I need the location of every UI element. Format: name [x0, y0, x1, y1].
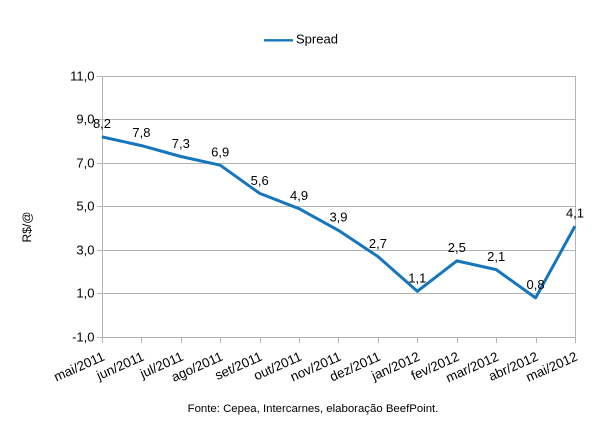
svg-text:2,7: 2,7: [369, 236, 387, 251]
svg-text:7,3: 7,3: [172, 136, 190, 151]
svg-text:1,0: 1,0: [76, 286, 94, 301]
svg-text:3,0: 3,0: [76, 243, 94, 258]
svg-text:1,1: 1,1: [408, 271, 426, 286]
svg-text:11,0: 11,0: [70, 69, 94, 84]
svg-text:9,0: 9,0: [76, 112, 94, 127]
svg-text:-1,0: -1,0: [72, 330, 94, 345]
svg-text:7,8: 7,8: [132, 125, 150, 140]
svg-text:Fonte: Cepea, Intercarnes, ela: Fonte: Cepea, Intercarnes, elaboração Be…: [188, 403, 439, 415]
svg-text:4,9: 4,9: [290, 188, 308, 203]
svg-text:3,9: 3,9: [329, 210, 347, 225]
svg-text:Spread: Spread: [296, 32, 338, 47]
svg-text:5,0: 5,0: [76, 199, 94, 214]
svg-text:4,1: 4,1: [566, 205, 584, 220]
svg-text:0,8: 0,8: [527, 277, 545, 292]
svg-text:5,6: 5,6: [251, 173, 269, 188]
svg-text:8,2: 8,2: [93, 116, 111, 131]
svg-text:2,5: 2,5: [448, 240, 466, 255]
svg-text:6,9: 6,9: [211, 145, 229, 160]
svg-text:R$/@: R$/@: [20, 212, 34, 243]
svg-text:7,0: 7,0: [76, 156, 94, 171]
svg-text:2,1: 2,1: [487, 249, 505, 264]
